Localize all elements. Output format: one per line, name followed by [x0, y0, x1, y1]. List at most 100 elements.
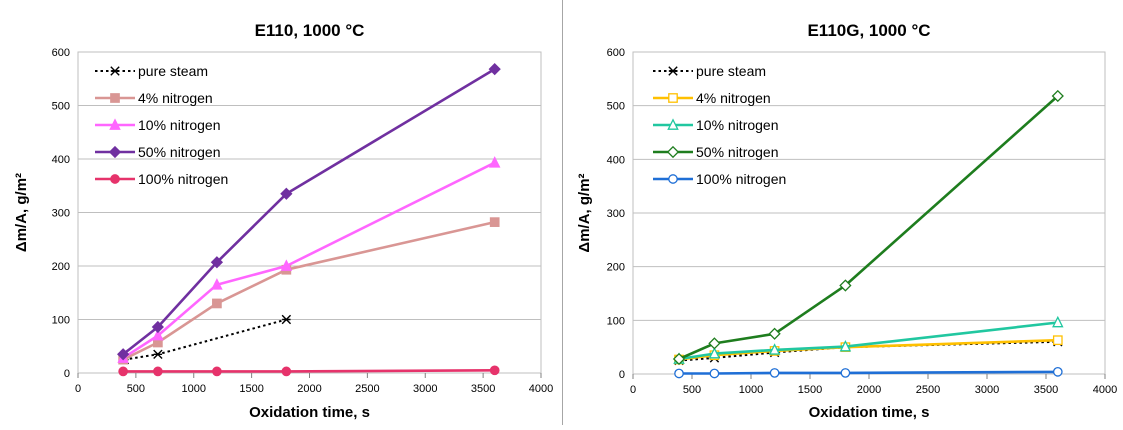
data-point [280, 259, 293, 271]
data-point [840, 368, 851, 378]
x-tick-label: 3500 [1034, 384, 1058, 396]
y-axis-label: Δm/A, g/m² [13, 173, 30, 252]
data-point [1051, 89, 1064, 103]
data-point [212, 366, 222, 377]
chart-title: E110G, 1000 °C [807, 21, 930, 40]
series-line [678, 95, 1059, 361]
legend-label: 10% nitrogen [138, 117, 221, 133]
legend-label: pure steam [138, 63, 208, 79]
data-point [839, 279, 852, 292]
legend: pure steam 4% nitrogen 10% nitrogen 50% nit… [653, 63, 786, 187]
x-tick-label: 500 [127, 383, 145, 395]
legend-item: 10% nitrogen [653, 117, 779, 133]
data-point [768, 327, 781, 340]
y-tick-label: 200 [607, 262, 625, 274]
legend-marker [109, 118, 121, 130]
legend-label: 10% nitrogen [696, 117, 779, 133]
legend-item: 50% nitrogen [653, 144, 779, 160]
y-tick-label: 400 [52, 154, 70, 166]
y-tick-label: 300 [52, 208, 70, 220]
x-tick-label: 500 [683, 384, 701, 396]
chart-panel-e110g: 0 100 200 300 400 500 600 0 500 1000 1500 2000 2500 3… [563, 0, 1123, 425]
legend-item: 100% nitrogen [95, 171, 228, 187]
y-tick-label: 100 [52, 315, 70, 327]
y-tick-label: 0 [64, 368, 70, 380]
x-axis-label: Oxidation time, s [249, 404, 370, 421]
x-tick-label: 2500 [916, 384, 940, 396]
y-tick-label: 300 [607, 208, 625, 220]
y-tick-label: 0 [619, 369, 625, 381]
legend-marker [668, 93, 678, 103]
data-point [281, 366, 292, 377]
x-tick-label: 4000 [1093, 384, 1117, 396]
legend-item: pure steam [95, 63, 208, 79]
x-tick-label: 2500 [355, 383, 379, 395]
y-tick-label: 500 [52, 101, 70, 113]
data-point [768, 343, 781, 355]
data-point [1052, 335, 1063, 346]
x-tick-label: 2000 [857, 384, 881, 396]
x-tick-label: 1000 [739, 384, 763, 396]
data-point [708, 346, 721, 359]
data-point [153, 349, 163, 359]
legend-marker [110, 66, 120, 76]
data-point [1052, 367, 1063, 377]
x-tick-label: 1500 [798, 384, 822, 396]
x-tick-label: 1500 [239, 383, 263, 395]
legend-label: 4% nitrogen [696, 90, 771, 106]
legend-marker [668, 66, 678, 76]
legend-label: 50% nitrogen [696, 144, 779, 160]
series-line [123, 369, 495, 373]
x-tick-label: 3000 [975, 384, 999, 396]
legend-label: 100% nitrogen [696, 171, 786, 187]
data-point [151, 320, 164, 334]
x-axis-label: Oxidation time, s [809, 404, 930, 421]
y-tick-label: 500 [607, 101, 625, 113]
data-point [117, 348, 130, 361]
y-tick-label: 600 [52, 47, 70, 59]
series-pure-steam [119, 314, 292, 365]
data-point [674, 368, 684, 379]
series-4-nitrogen [118, 217, 500, 365]
legend-marker [110, 93, 120, 103]
legend-marker [667, 118, 679, 130]
legend-marker [668, 174, 678, 184]
data-point [709, 368, 720, 379]
chart-svg-e110g: 0 100 200 300 400 500 600 0 500 1000 1500 2000 2500 3… [576, 21, 1117, 421]
x-tick-label: 2000 [297, 383, 321, 395]
legend-marker [108, 145, 122, 159]
y-axis-label: Δm/A, g/m² [576, 173, 593, 252]
y-tick-label: 600 [607, 47, 625, 59]
data-point [153, 366, 163, 377]
data-point [489, 217, 500, 227]
legend-label: 100% nitrogen [138, 171, 228, 187]
data-point [488, 63, 501, 76]
data-point [212, 298, 222, 309]
data-point [672, 352, 686, 366]
series-100-nitrogen [674, 367, 1063, 379]
legend-label: pure steam [696, 63, 766, 79]
legend-item: 50% nitrogen [95, 144, 221, 160]
legend-item: 100% nitrogen [653, 171, 786, 187]
legend-item: 10% nitrogen [95, 117, 221, 133]
y-tick-label: 400 [607, 154, 625, 166]
legend: pure steam 4% nitrogen 10% nitrogen 50% nit… [95, 63, 228, 187]
data-point [708, 337, 721, 350]
legend-item: 4% nitrogen [95, 90, 213, 106]
data-point [1052, 315, 1064, 328]
legend-label: 4% nitrogen [138, 90, 213, 106]
legend-item: 4% nitrogen [653, 90, 771, 106]
data-point [152, 328, 164, 341]
data-point [280, 187, 293, 200]
chart-svg-e110: 0 100 200 300 400 500 600 0 500 1000 1500 2000 2500 3… [13, 21, 553, 421]
x-tick-label: 0 [630, 384, 636, 396]
legend-marker [666, 145, 680, 159]
series-100-nitrogen [118, 365, 500, 377]
data-point [839, 339, 852, 352]
x-tick-label: 3000 [413, 383, 437, 395]
data-point [769, 368, 780, 378]
series-50-nitrogen [672, 89, 1064, 366]
series-line [679, 370, 1058, 375]
series-line [124, 318, 287, 361]
